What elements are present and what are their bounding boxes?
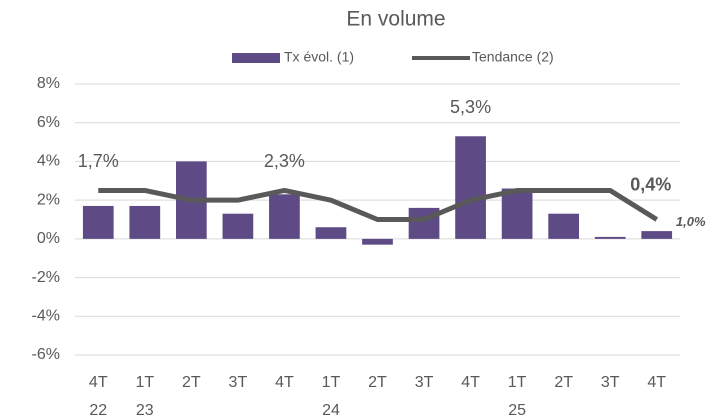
x-tick-label: 4T <box>89 374 108 391</box>
x-tick-label: 24 <box>322 402 340 418</box>
x-tick-label: 25 <box>508 402 526 418</box>
y-tick-label: 4% <box>37 153 60 170</box>
x-tick-label: 2T <box>182 374 201 391</box>
y-tick-label: 8% <box>37 75 60 92</box>
y-tick-label: 6% <box>37 114 60 131</box>
x-tick-label: 1T <box>508 374 527 391</box>
x-tick-label: 1T <box>322 374 341 391</box>
y-tick-label: -4% <box>32 308 60 325</box>
y-tick-label: 0% <box>37 230 60 247</box>
bar <box>548 213 580 239</box>
x-tick-label: 23 <box>136 402 154 418</box>
bar <box>129 205 161 239</box>
x-tick-label: 2T <box>368 374 387 391</box>
bar <box>641 231 673 239</box>
data-label: 1,7% <box>78 151 119 171</box>
y-tick-label: -2% <box>32 269 60 286</box>
x-tick-label: 4T <box>275 374 294 391</box>
y-tick-label: -6% <box>32 346 60 363</box>
x-tick-label: 1T <box>135 374 154 391</box>
x-tick-label: 3T <box>601 374 620 391</box>
bar <box>455 136 486 239</box>
y-tick-label: 2% <box>37 191 60 208</box>
x-tick-label: 4T <box>461 374 480 391</box>
x-tick-label: 3T <box>229 374 248 391</box>
trend-line <box>98 187 659 222</box>
bar <box>362 238 393 245</box>
bar <box>315 227 347 239</box>
chart-title: En volume <box>346 8 445 31</box>
legend-label: Tx évol. (1) <box>284 49 354 65</box>
x-tick-label: 22 <box>89 402 107 418</box>
data-label: 2,3% <box>264 151 305 171</box>
bar <box>82 205 114 239</box>
bar <box>594 236 626 239</box>
bar <box>222 213 254 239</box>
x-tick-label: 3T <box>415 374 434 391</box>
legend-swatch <box>232 53 280 63</box>
x-tick-label: 4T <box>647 374 666 391</box>
bar <box>269 194 300 239</box>
x-tick-label: 2T <box>554 374 573 391</box>
legend-label: Tendance (2) <box>472 49 554 65</box>
bar <box>501 188 533 239</box>
data-label: 1,0% <box>676 214 706 229</box>
data-label: 0,4% <box>630 174 671 194</box>
data-label: 5,3% <box>450 97 491 117</box>
